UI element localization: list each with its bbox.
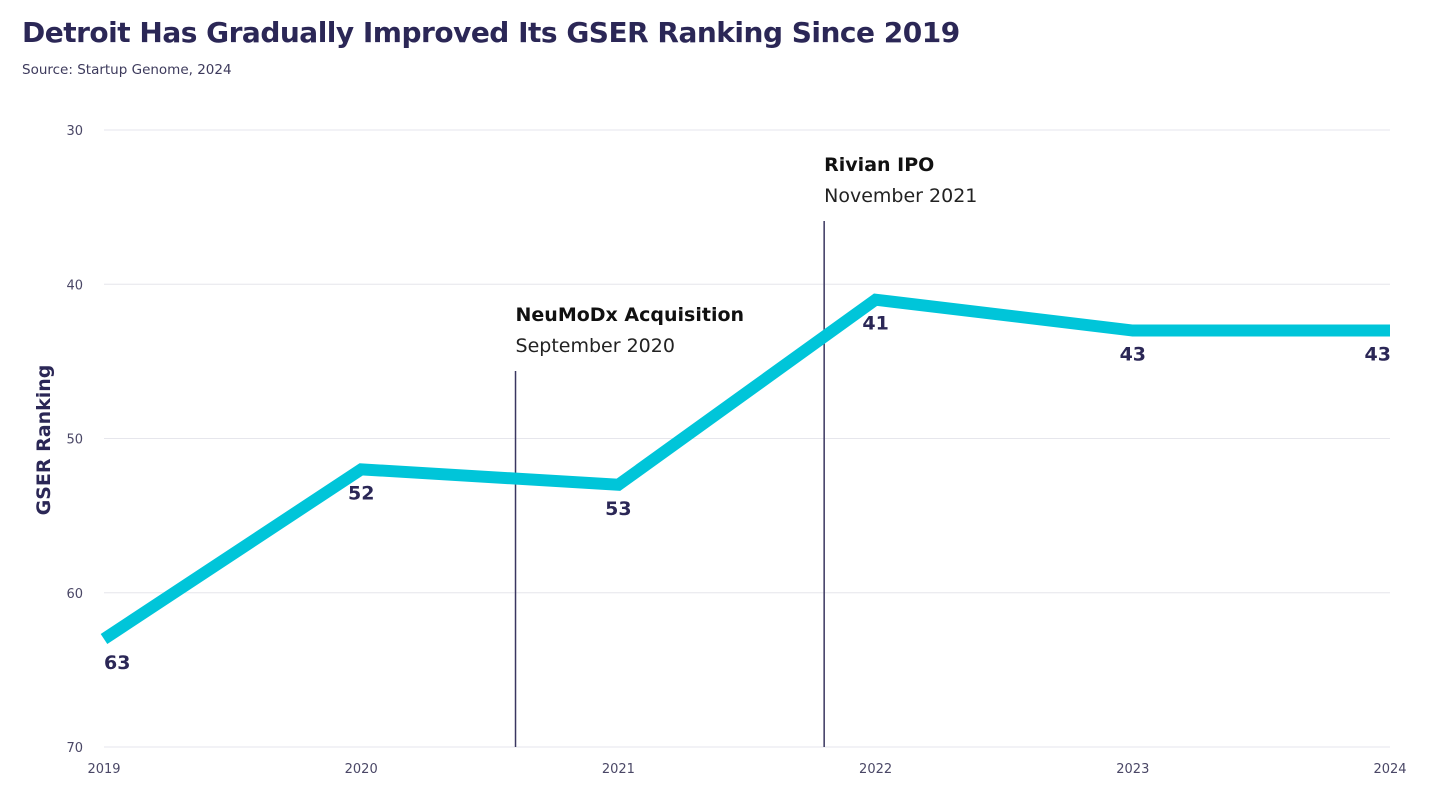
y-tick-label: 40 bbox=[66, 278, 83, 293]
data-label: 43 bbox=[1365, 344, 1391, 366]
y-tick-label: 60 bbox=[66, 587, 83, 602]
data-label: 52 bbox=[348, 482, 374, 504]
annotation-title: Rivian IPO bbox=[824, 154, 934, 176]
annotation-date: September 2020 bbox=[516, 335, 675, 357]
data-label: 53 bbox=[605, 498, 631, 520]
x-tick-label: 2019 bbox=[87, 762, 120, 777]
chart-source: Source: Startup Genome, 2024 bbox=[22, 62, 232, 78]
y-tick-label: 30 bbox=[66, 124, 83, 139]
x-tick-label: 2023 bbox=[1116, 762, 1149, 777]
chart-title: Detroit Has Gradually Improved Its GSER … bbox=[22, 16, 960, 49]
data-label: 63 bbox=[104, 652, 130, 674]
annotation-title: NeuMoDx Acquisition bbox=[516, 304, 745, 326]
series-line bbox=[100, 293, 1390, 645]
y-tick-label: 70 bbox=[66, 741, 83, 756]
x-tick-label: 2020 bbox=[345, 762, 378, 777]
x-tick-label: 2022 bbox=[859, 762, 892, 777]
y-tick-label: 50 bbox=[66, 433, 83, 448]
data-label: 43 bbox=[1120, 344, 1146, 366]
annotation-date: November 2021 bbox=[824, 185, 977, 207]
data-label: 41 bbox=[862, 313, 888, 335]
y-axis-label: GSER Ranking bbox=[33, 365, 55, 516]
x-tick-label: 2024 bbox=[1373, 762, 1406, 777]
x-tick-label: 2021 bbox=[602, 762, 635, 777]
